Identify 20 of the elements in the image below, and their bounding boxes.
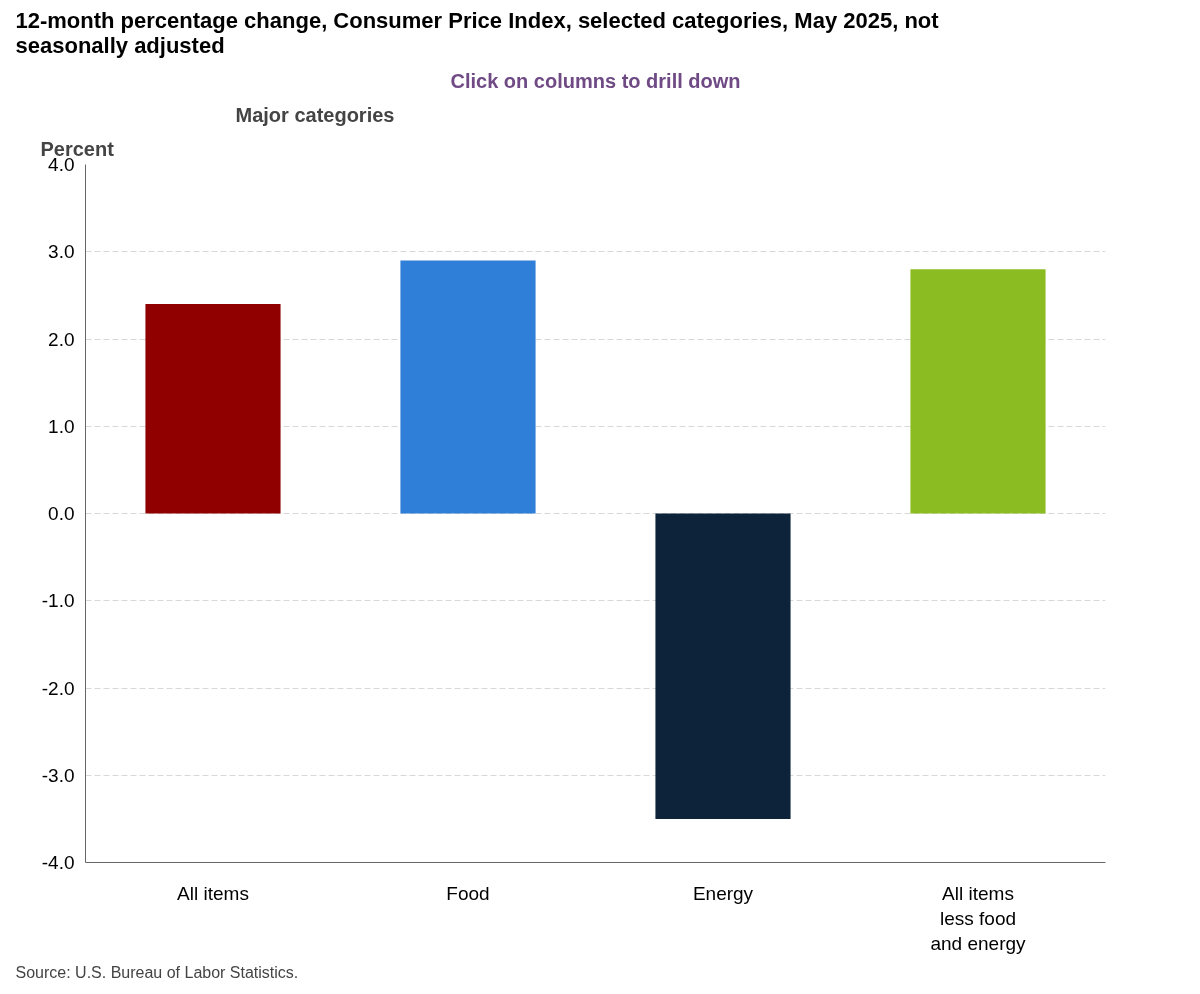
bar (910, 269, 1046, 514)
text: Click on columns to drill down (450, 69, 741, 92)
x-tick-label: All items less food and energy (930, 882, 1027, 954)
y-tick-label: -2.0 (41, 677, 75, 699)
x-tick-label: Food (446, 882, 490, 904)
y-tick-label: -1.0 (41, 590, 75, 612)
y-tick-label: -3.0 (41, 764, 75, 786)
chart-subtitle: Major categories (235, 103, 395, 126)
chart-title: 12-month percentage change, Consumer Price Index, selected categories, May 2025, not seasonally adjusted (15, 7, 940, 58)
x-tick-label: Energy (692, 882, 754, 904)
y-tick-label: 3.0 (48, 241, 75, 263)
bar (145, 304, 281, 514)
bar (400, 260, 536, 514)
source-note: Source: U.S. Bureau of Labor Statistics. (15, 963, 299, 981)
y-tick-label: 2.0 (48, 328, 75, 350)
x-tick-label: All items (177, 882, 249, 904)
y-tick-label: 1.0 (48, 415, 75, 437)
y-tick-label: -4.0 (41, 852, 75, 873)
bar (655, 513, 791, 819)
y-tick-label: 0.0 (48, 503, 75, 524)
